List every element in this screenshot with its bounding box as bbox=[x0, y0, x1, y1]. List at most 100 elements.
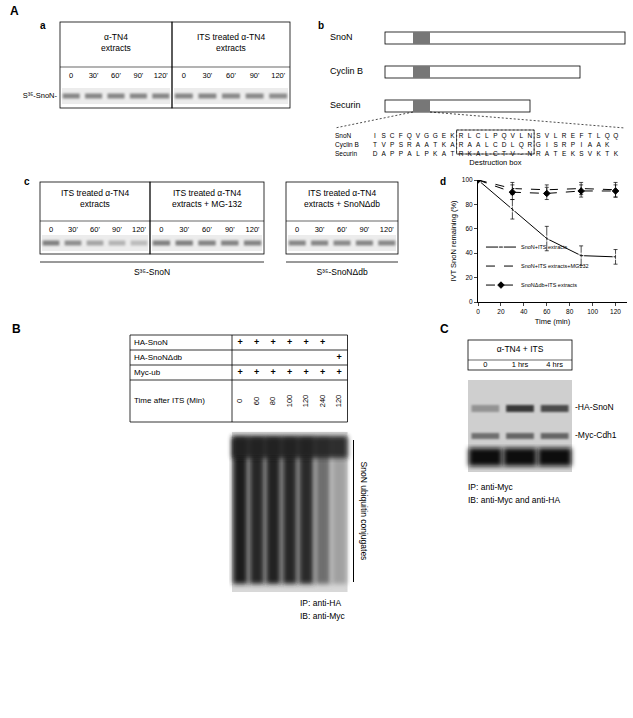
svg-text:L: L bbox=[468, 132, 472, 139]
svg-text:Q: Q bbox=[501, 132, 506, 140]
svg-text:+: + bbox=[304, 367, 309, 377]
svg-text:b: b bbox=[318, 20, 324, 31]
svg-text:100: 100 bbox=[587, 308, 598, 315]
svg-text:R: R bbox=[562, 132, 567, 139]
svg-text:a: a bbox=[40, 20, 46, 31]
svg-text:α-TN4 + ITS: α-TN4 + ITS bbox=[497, 344, 544, 354]
svg-text:C: C bbox=[493, 150, 498, 157]
svg-text:SnoN+ITS extracts: SnoN+ITS extracts bbox=[521, 244, 568, 250]
svg-text:T: T bbox=[588, 132, 592, 139]
svg-text:0: 0 bbox=[69, 71, 73, 80]
svg-text:100: 100 bbox=[462, 176, 473, 183]
svg-text:ITS treated α-TN4: ITS treated α-TN4 bbox=[308, 188, 376, 198]
svg-text:P: P bbox=[390, 141, 394, 148]
svg-text:90': 90' bbox=[225, 225, 235, 234]
svg-text:-Myc-Cdh1: -Myc-Cdh1 bbox=[575, 430, 617, 440]
svg-text:R: R bbox=[536, 150, 541, 157]
svg-text:120': 120' bbox=[132, 225, 147, 234]
svg-text:L: L bbox=[416, 150, 420, 157]
svg-text:IP: anti-HA: IP: anti-HA bbox=[300, 598, 341, 608]
svg-text:ITS treated α-TN4: ITS treated α-TN4 bbox=[173, 188, 241, 198]
svg-text:Cyclin B: Cyclin B bbox=[335, 141, 359, 149]
svg-text:V: V bbox=[381, 141, 386, 148]
svg-text:S: S bbox=[536, 132, 541, 139]
svg-text:C: C bbox=[440, 322, 449, 336]
svg-text:extracts + SnoNΔdb: extracts + SnoNΔdb bbox=[304, 199, 380, 209]
svg-text:4 hrs: 4 hrs bbox=[546, 360, 563, 369]
svg-text:V: V bbox=[588, 150, 593, 157]
svg-text:0: 0 bbox=[49, 225, 53, 234]
svg-text:G: G bbox=[424, 132, 429, 139]
svg-text:T: T bbox=[554, 150, 558, 157]
svg-text:20: 20 bbox=[497, 308, 505, 315]
svg-text:P: P bbox=[399, 150, 403, 157]
svg-text:20: 20 bbox=[465, 274, 473, 281]
svg-text:extracts: extracts bbox=[216, 43, 246, 53]
svg-text:α-TN4: α-TN4 bbox=[104, 32, 128, 42]
svg-text:100: 100 bbox=[285, 395, 294, 408]
svg-text:HA-SnoNΔdb: HA-SnoNΔdb bbox=[134, 353, 183, 362]
svg-text:D: D bbox=[502, 141, 507, 148]
svg-text:T: T bbox=[433, 141, 437, 148]
svg-text:Time (min): Time (min) bbox=[535, 317, 571, 326]
svg-text:T: T bbox=[373, 141, 377, 148]
svg-text:1 hrs: 1 hrs bbox=[512, 360, 529, 369]
svg-text:IB: anti-Myc: IB: anti-Myc bbox=[300, 611, 346, 621]
svg-text:IB: anti-Myc and anti-HA: IB: anti-Myc and anti-HA bbox=[468, 495, 560, 505]
svg-text:A: A bbox=[545, 150, 550, 157]
svg-text:120': 120' bbox=[246, 225, 261, 234]
svg-text:D: D bbox=[373, 150, 378, 157]
svg-text:K: K bbox=[467, 150, 472, 157]
svg-text:L: L bbox=[519, 132, 523, 139]
svg-text:60: 60 bbox=[543, 308, 551, 315]
svg-text:A: A bbox=[407, 150, 412, 157]
svg-text:K: K bbox=[433, 150, 438, 157]
svg-text:K: K bbox=[605, 141, 610, 148]
svg-text:+: + bbox=[238, 337, 243, 347]
svg-text:G: G bbox=[433, 132, 438, 139]
svg-text:A: A bbox=[588, 141, 593, 148]
svg-text:extracts: extracts bbox=[101, 43, 131, 53]
svg-text:K: K bbox=[614, 150, 619, 157]
svg-text:E: E bbox=[562, 150, 567, 157]
svg-text:120: 120 bbox=[610, 308, 621, 315]
svg-text:0: 0 bbox=[483, 360, 487, 369]
svg-text:C: C bbox=[390, 132, 395, 139]
svg-text:SnoN ubiquitin conjugates: SnoN ubiquitin conjugates bbox=[359, 462, 369, 561]
svg-text:S: S bbox=[553, 141, 558, 148]
svg-text:K: K bbox=[450, 132, 455, 139]
svg-text:30': 30' bbox=[203, 71, 213, 80]
svg-text:120': 120' bbox=[271, 71, 286, 80]
svg-text:A: A bbox=[476, 141, 481, 148]
svg-text:L: L bbox=[554, 132, 558, 139]
svg-text:30': 30' bbox=[179, 225, 189, 234]
svg-text:30': 30' bbox=[89, 71, 99, 80]
svg-text:120: 120 bbox=[334, 395, 343, 408]
svg-text:Q: Q bbox=[613, 132, 618, 140]
svg-text:A: A bbox=[596, 141, 601, 148]
svg-text:G: G bbox=[536, 141, 541, 148]
svg-text:+: + bbox=[320, 367, 325, 377]
svg-text:R: R bbox=[407, 141, 412, 148]
svg-text:60': 60' bbox=[337, 225, 347, 234]
svg-text:40: 40 bbox=[465, 249, 473, 256]
svg-text:P: P bbox=[571, 141, 575, 148]
svg-text:IP: anti-Myc: IP: anti-Myc bbox=[468, 482, 514, 492]
svg-text:120': 120' bbox=[154, 71, 169, 80]
svg-text:R: R bbox=[562, 141, 567, 148]
svg-text:60': 60' bbox=[226, 71, 236, 80]
svg-text:A: A bbox=[476, 150, 481, 157]
svg-text:B: B bbox=[12, 322, 21, 336]
svg-text:Q: Q bbox=[605, 132, 610, 140]
svg-text:A: A bbox=[10, 4, 19, 18]
svg-text:0: 0 bbox=[182, 71, 186, 80]
svg-text:60: 60 bbox=[465, 225, 473, 232]
svg-text:P: P bbox=[390, 150, 394, 157]
svg-text:SnoN: SnoN bbox=[335, 132, 352, 139]
svg-text:extracts: extracts bbox=[80, 199, 110, 209]
svg-text:I: I bbox=[374, 132, 376, 139]
svg-text:90': 90' bbox=[112, 225, 122, 234]
svg-text:Myc-ub: Myc-ub bbox=[134, 368, 161, 377]
svg-text:+: + bbox=[254, 367, 259, 377]
svg-text:V: V bbox=[510, 132, 515, 139]
